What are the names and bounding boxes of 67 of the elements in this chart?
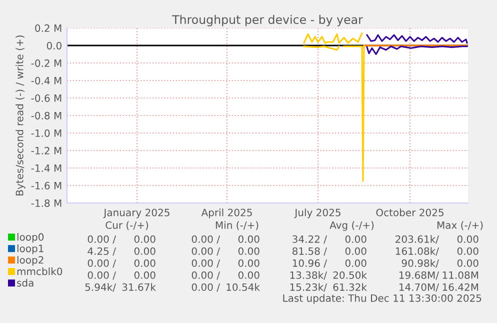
text: 0.00 <box>345 259 366 267</box>
y-tick-label: -0.4 M <box>31 76 62 84</box>
text: Cur (-/+) <box>106 221 148 230</box>
text: 90.98k/ <box>402 259 439 268</box>
text: 0.00 <box>134 259 156 267</box>
text: 0.00 / <box>192 259 220 268</box>
x-tick-label: July 2025 <box>294 208 340 218</box>
text: 81.58 / <box>292 247 327 256</box>
text: 0.00 / <box>88 271 116 280</box>
text: 0.00 / <box>88 235 116 244</box>
text: 0.00 <box>238 259 260 267</box>
text: 34.22 / <box>292 235 327 244</box>
text: 203.61k/ <box>396 235 439 244</box>
text: 5.94k/ <box>85 283 116 292</box>
text: 0.00 / <box>192 235 220 244</box>
text: 0.00 <box>457 247 478 255</box>
text: 4.25 / <box>88 247 116 256</box>
text: 0.00 / <box>88 259 116 268</box>
y-tick-label: -1.8 M <box>31 199 62 207</box>
text: 0.00 <box>134 247 156 255</box>
x-tick-label: October 2025 <box>376 208 444 216</box>
text: 0.00 <box>457 259 478 267</box>
y-axis-title: Bytes/second read (-) / write (+) <box>16 36 26 196</box>
text: 0.00 <box>457 235 478 243</box>
y-tick-label: -0.2 M <box>31 59 62 67</box>
text: Avg (-/+) <box>330 221 374 231</box>
legend-label: mmcblk0 <box>17 267 62 276</box>
x-tick-label: April 2025 <box>201 208 252 218</box>
text: Max (-/+) <box>437 221 483 230</box>
chart-title: Throughput per device - by year <box>172 14 363 26</box>
legend-label: loop1 <box>17 244 44 254</box>
text: 0.00 <box>134 235 156 243</box>
text: 14.70M/ <box>399 283 439 292</box>
text: 0.00 / <box>192 271 220 280</box>
text: 13.38k/ <box>290 271 327 280</box>
text: 0.00 / <box>192 247 220 256</box>
y-tick-label: 0.2 M <box>35 24 62 32</box>
text: 15.23k/ <box>290 283 327 292</box>
text: Last update: Thu Dec 11 13:30:00 2025 <box>283 294 482 304</box>
text: 10.96 / <box>292 259 327 268</box>
y-tick-label: -1.2 M <box>31 146 62 154</box>
text: 161.08k/ <box>396 247 439 256</box>
legend-label: loop0 <box>17 233 44 243</box>
y-tick-label: -0.6 M <box>31 94 62 102</box>
text: 16.42M <box>442 283 478 291</box>
text: 31.67k <box>122 283 156 291</box>
y-tick-label: -1.4 M <box>31 164 62 172</box>
x-tick-label: January 2025 <box>103 208 170 218</box>
legend-label: sda <box>17 278 34 287</box>
legend-label: loop2 <box>17 256 44 266</box>
text: Min (-/+) <box>216 221 258 230</box>
text: 0.00 <box>238 235 260 243</box>
text: 0.00 / <box>192 283 220 292</box>
text: 19.68M/ <box>399 271 439 280</box>
text: 0.00 <box>345 247 366 255</box>
y-tick-label: -0.8 M <box>31 112 62 120</box>
text: 20.50k <box>333 271 367 279</box>
text: 0.00 <box>345 235 366 243</box>
text: 0.00 <box>134 271 156 279</box>
text: 11.08M <box>442 271 478 279</box>
text: 0.00 <box>238 247 260 255</box>
text: 10.54k <box>226 283 260 291</box>
y-tick-label: -1.0 M <box>31 129 62 137</box>
y-tick-label: -1.6 M <box>31 182 62 190</box>
y-tick-label: 0.0 <box>46 42 62 50</box>
text: 0.00 <box>238 271 260 279</box>
text: 61.32k <box>333 283 367 291</box>
